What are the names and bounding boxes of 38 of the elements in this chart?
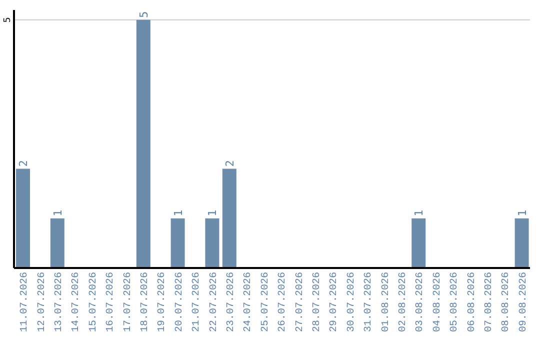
x-tick-label: 12.07.2026 (36, 272, 48, 332)
x-tick-label: 27.07.2026 (294, 272, 306, 332)
x-tick-label: 02.08.2026 (398, 272, 409, 332)
x-tick-label: 15.07.2026 (88, 272, 100, 332)
data-label: 2 (17, 160, 30, 167)
x-tick-label: 19.07.2026 (157, 272, 168, 332)
x-tick-label: 18.07.2026 (140, 272, 151, 332)
x-tick-label: 01.08.2026 (380, 272, 392, 332)
x-tick-label: 30.07.2026 (346, 272, 358, 332)
x-tick-label: 05.08.2026 (450, 272, 461, 332)
x-tick-label: 11.07.2026 (20, 272, 31, 332)
x-tick-label: 31.07.2026 (364, 272, 375, 332)
x-tick-label: 06.08.2026 (466, 272, 478, 332)
x-tick-label: 22.07.2026 (208, 272, 220, 332)
x-tick-label: 03.08.2026 (415, 272, 426, 332)
data-label: 1 (206, 210, 220, 216)
x-tick-label: 16.07.2026 (106, 272, 117, 332)
data-label: 1 (412, 210, 426, 216)
x-tick-label: 25.07.2026 (260, 272, 272, 332)
x-tick-label: 24.07.2026 (243, 272, 254, 332)
x-tick-label: 20.07.2026 (174, 272, 186, 332)
data-label: 1 (51, 210, 64, 216)
x-tick-label: 14.07.2026 (71, 272, 82, 332)
x-tick-label: 04.08.2026 (432, 272, 444, 332)
x-tick-label: 09.08.2026 (518, 272, 530, 332)
x-tick-label: 23.07.2026 (226, 272, 237, 332)
data-label: 1 (516, 210, 529, 216)
x-tick-label: 13.07.2026 (54, 272, 65, 332)
x-tick-label: 07.08.2026 (484, 272, 495, 332)
x-tick-label: 21.07.2026 (192, 272, 203, 332)
x-tick-label: 17.07.2026 (122, 272, 134, 332)
data-label: 5 (137, 11, 150, 18)
x-tick-label: 29.07.2026 (329, 272, 340, 332)
data-label: 2 (223, 160, 236, 167)
x-tick-label: 26.07.2026 (278, 272, 289, 332)
x-tick-label: 08.08.2026 (501, 272, 512, 332)
data-label: 1 (172, 210, 185, 216)
x-tick-label: 28.07.2026 (312, 272, 323, 332)
